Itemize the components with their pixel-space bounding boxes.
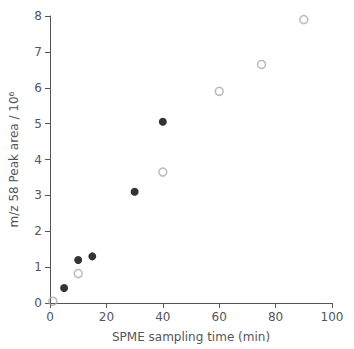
svg-text:8: 8 [34,9,42,23]
svg-text:2: 2 [34,224,42,238]
svg-text:7: 7 [34,45,42,59]
svg-text:3: 3 [34,188,42,202]
svg-text:4: 4 [34,153,42,167]
svg-text:5: 5 [34,117,42,131]
svg-text:SPME sampling time (min): SPME sampling time (min) [112,330,270,344]
svg-text:80: 80 [268,310,283,324]
svg-text:1: 1 [34,260,42,274]
svg-text:60: 60 [212,310,227,324]
svg-text:0: 0 [34,296,42,310]
svg-text:20: 20 [99,310,114,324]
svg-text:6: 6 [34,81,42,95]
svg-text:100: 100 [321,310,344,324]
svg-text:0: 0 [46,310,54,324]
svg-text:m/z 58 Peak area / 10⁶: m/z 58 Peak area / 10⁶ [7,91,21,227]
svg-text:40: 40 [155,310,170,324]
